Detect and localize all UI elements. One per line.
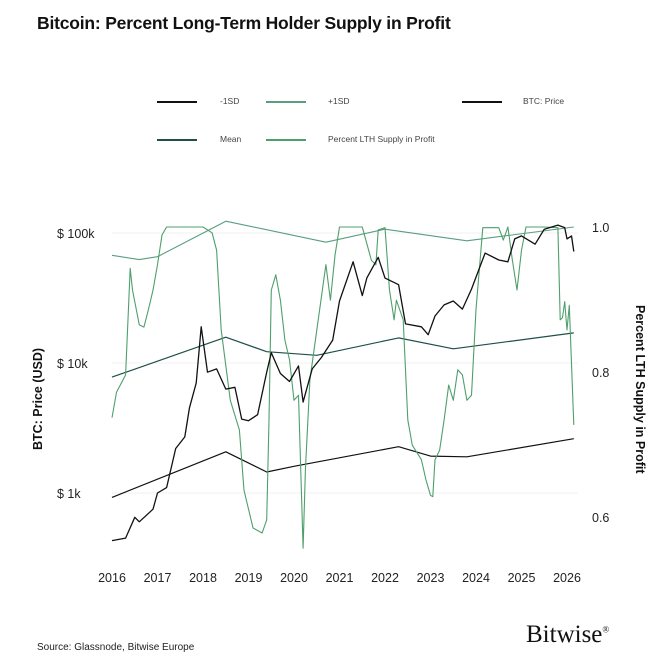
series-line-1sd (111, 220, 574, 261)
y-tick-label: $ 1k (57, 487, 81, 501)
x-tick-label: 2023 (417, 571, 445, 585)
legend-swatch-minus-sd (157, 101, 197, 103)
series-line-mean (111, 332, 574, 378)
x-tick-label: 2016 (98, 571, 126, 585)
x-tick-label: 2024 (462, 571, 490, 585)
y-tick-label: $ 100k (57, 227, 95, 241)
y2-axis-label: Percent LTH Supply in Profit (633, 305, 647, 474)
x-tick-label: 2026 (553, 571, 581, 585)
x-tick-label: 2021 (326, 571, 354, 585)
y-tick-label: $ 10k (57, 357, 88, 371)
x-tick-label: 2022 (371, 571, 399, 585)
x-tick-label: 2018 (189, 571, 217, 585)
y2-tick-label: 0.6 (592, 511, 609, 525)
x-tick-label: 2019 (235, 571, 263, 585)
x-tick-label: 2025 (508, 571, 536, 585)
legend-label-lth: Percent LTH Supply in Profit (328, 134, 435, 144)
series-line-percent-lth-supply-in-profit (111, 226, 575, 549)
legend-swatch-lth (266, 139, 306, 141)
series-line-btc-price (111, 224, 575, 542)
x-tick-label: 2017 (144, 571, 172, 585)
legend-swatch-plus-sd (266, 101, 306, 103)
x-tick-label: 2020 (280, 571, 308, 585)
legend-label-minus-sd: -1SD (220, 96, 240, 106)
y2-tick-label: 1.0 (592, 221, 609, 235)
legend-label-btc-price: BTC: Price (523, 96, 565, 106)
source-note: Source: Glassnode, Bitwise Europe (37, 642, 195, 653)
legend-label-plus-sd: +1SD (328, 96, 350, 106)
y-axis-label: BTC: Price (USD) (31, 347, 45, 451)
chart-title: Bitcoin: Percent Long-Term Holder Supply… (37, 13, 451, 33)
bitwise-logo: Bitwise® (526, 621, 610, 648)
y2-tick-label: 0.8 (592, 366, 609, 380)
legend-swatch-btc-price (462, 101, 502, 103)
legend-label-mean: Mean (220, 134, 242, 144)
series-line-1sd (111, 438, 574, 498)
legend-swatch-mean (157, 139, 197, 141)
